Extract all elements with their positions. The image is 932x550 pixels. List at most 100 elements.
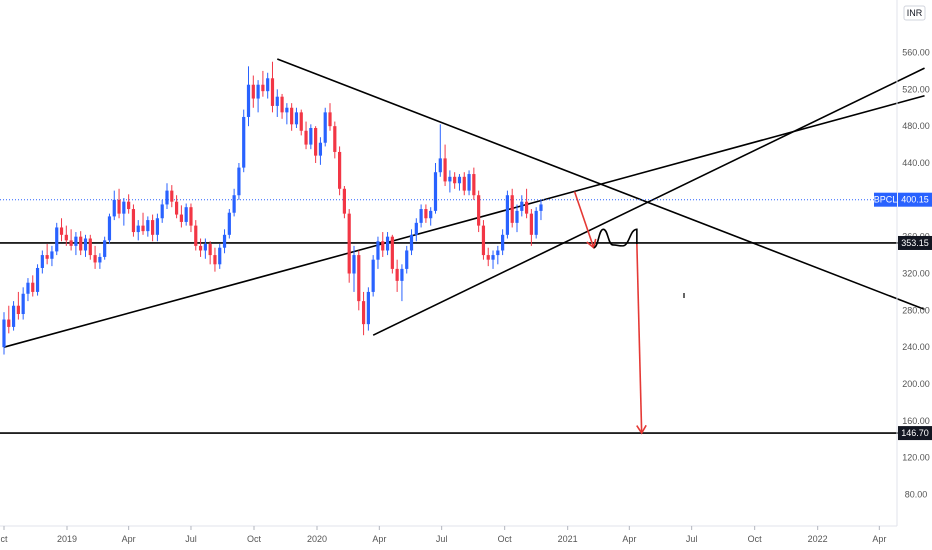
candle[interactable] [21,287,25,320]
candle[interactable] [472,167,476,200]
currency-badge[interactable]: INR [903,5,926,21]
candle[interactable] [237,163,241,200]
candle[interactable] [361,291,366,336]
trendline[interactable] [372,67,925,336]
candle[interactable] [304,121,308,150]
candle[interactable] [170,185,174,208]
candle[interactable] [496,245,500,265]
candle[interactable] [184,203,188,226]
candle[interactable] [405,245,409,274]
candle[interactable] [453,172,457,189]
candle[interactable] [491,250,495,269]
candle[interactable] [529,209,533,246]
candle[interactable] [151,214,155,242]
candle[interactable] [136,220,140,241]
candle[interactable] [198,238,203,257]
candle[interactable] [285,103,289,125]
candle[interactable] [117,188,121,219]
candle[interactable] [395,259,399,292]
candle[interactable] [179,205,183,228]
candle[interactable] [74,232,78,256]
candle[interactable] [539,199,543,221]
candle[interactable] [400,264,404,302]
candle[interactable] [462,172,466,196]
candle[interactable] [429,207,433,226]
time-axis[interactable]: ct 2019 Apr Jul Oct 2020 Apr Jul Oct 2021 Apr Jul Oc… [0,526,886,544]
candle[interactable] [55,222,59,256]
candle[interactable] [251,75,255,108]
candle[interactable] [261,70,265,97]
candle[interactable] [318,137,323,165]
candle[interactable] [501,229,505,256]
candle[interactable] [165,183,169,210]
candle[interactable] [64,225,68,246]
candle[interactable] [323,107,327,147]
candle[interactable] [69,229,73,251]
candle[interactable] [385,232,390,256]
candle[interactable] [141,212,145,235]
candle[interactable] [7,305,11,334]
candle[interactable] [194,220,198,251]
candle[interactable] [93,245,97,269]
candle[interactable] [433,163,438,214]
candle[interactable] [11,301,16,331]
candle[interactable] [376,236,380,269]
candle[interactable] [338,146,342,196]
candle[interactable] [520,195,524,217]
candle[interactable] [290,103,294,131]
candle[interactable] [98,253,102,269]
candle[interactable] [50,245,54,267]
candle[interactable] [59,218,64,242]
candle[interactable] [222,229,227,254]
candle[interactable] [443,144,447,187]
candle[interactable] [88,234,92,260]
candle[interactable] [414,218,418,242]
candle[interactable] [347,209,351,283]
candle[interactable] [275,89,279,117]
candle[interactable] [371,255,375,297]
candle[interactable] [203,238,207,259]
symbol-price-tag[interactable]: BPCL 400.15 [874,192,932,207]
candle[interactable] [524,188,529,219]
candle[interactable] [227,209,231,239]
candle[interactable] [246,66,251,127]
candle[interactable] [366,287,370,331]
candle[interactable] [299,109,303,136]
candle[interactable] [2,312,6,355]
candle[interactable] [146,216,150,237]
candle[interactable] [213,247,217,272]
trendline[interactable] [276,58,925,311]
candle[interactable] [232,188,236,217]
candle[interactable] [390,234,394,274]
candle[interactable] [16,291,20,320]
candle[interactable] [266,72,270,99]
candle[interactable] [107,213,112,245]
trendline[interactable] [3,95,925,348]
candle[interactable] [218,244,222,269]
candle[interactable] [357,250,361,311]
level-price-tag[interactable]: 353.15 [898,235,932,250]
candle[interactable] [309,124,313,150]
candle[interactable] [83,234,88,257]
candle[interactable] [208,241,212,265]
candle[interactable] [419,204,423,228]
candle[interactable] [26,278,30,302]
candle[interactable] [189,203,193,233]
candle[interactable] [242,109,246,173]
candle[interactable] [486,247,490,267]
candle[interactable] [481,220,486,260]
red-arrow-shaft[interactable] [573,191,595,248]
candle[interactable] [457,174,462,191]
candle[interactable] [280,93,284,119]
candle[interactable] [294,107,299,129]
candle[interactable] [342,186,346,219]
candle[interactable] [40,250,44,274]
candle[interactable] [424,204,428,223]
candle[interactable] [448,170,452,193]
candle[interactable] [122,197,126,226]
candle[interactable] [381,232,385,257]
candle[interactable] [155,213,160,242]
candle[interactable] [409,229,414,256]
candle[interactable] [534,207,538,239]
